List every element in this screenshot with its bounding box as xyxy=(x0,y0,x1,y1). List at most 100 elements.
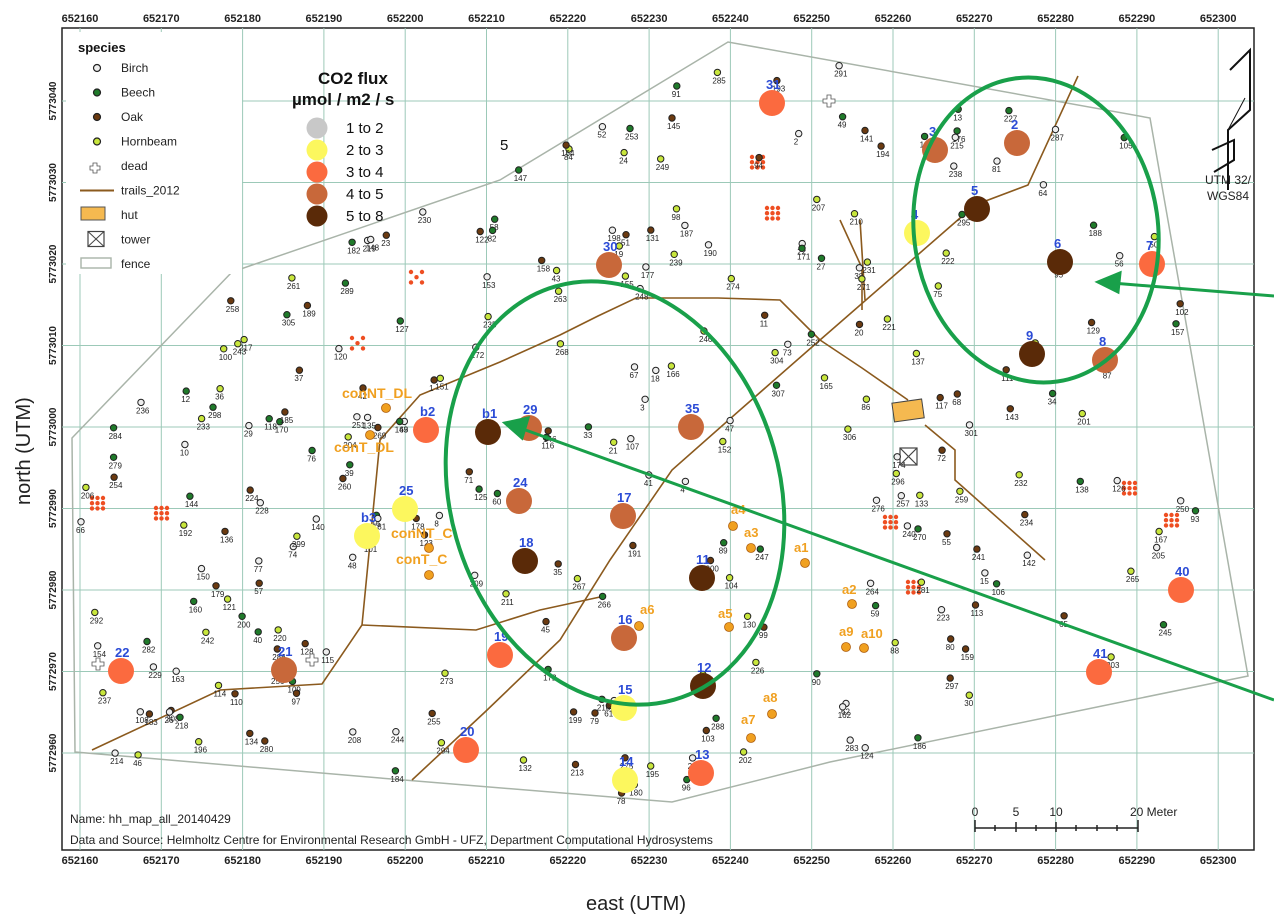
flux-plot-label: 35 xyxy=(685,401,699,416)
tree-label: 268 xyxy=(555,348,569,357)
tree-point xyxy=(99,689,107,697)
crs-label-line2: WGS84 xyxy=(1207,189,1249,203)
tree-point xyxy=(77,518,85,526)
tree-label: 170 xyxy=(275,426,289,435)
tree-label: 50 xyxy=(1149,241,1158,250)
x-tick-bottom: 652240 xyxy=(712,855,749,867)
species-legend-label: tower xyxy=(121,233,150,247)
tree-point xyxy=(726,416,734,425)
tree-label: 257 xyxy=(896,500,910,509)
tree-label: 294 xyxy=(436,747,450,756)
tree-point xyxy=(953,127,961,135)
tree-point xyxy=(630,363,639,371)
tree-label: 66 xyxy=(76,526,85,535)
tree-label: 242 xyxy=(201,636,215,645)
tree-point xyxy=(246,729,254,738)
tree-label: 57 xyxy=(254,587,263,596)
tree-point xyxy=(245,421,253,430)
tree-point xyxy=(392,728,400,736)
tree-label: 227 xyxy=(1004,115,1018,124)
stray-label: 5 xyxy=(500,137,508,154)
tree-point xyxy=(861,126,869,135)
tree-point xyxy=(476,227,484,236)
tree-label: 52 xyxy=(597,131,606,140)
species-legend-item-oak: Oak xyxy=(92,110,144,124)
flux-class-swatch xyxy=(306,139,328,161)
tree-label: 71 xyxy=(464,476,473,485)
tree-point xyxy=(727,274,735,283)
x-tick-top: 652200 xyxy=(387,13,424,25)
tree-label: 98 xyxy=(672,213,681,222)
x-tick-top: 652230 xyxy=(631,13,668,25)
flux-plot-label: 22 xyxy=(115,645,129,660)
tree-point xyxy=(755,153,763,162)
tree-point xyxy=(261,737,269,745)
tree-label: 126 xyxy=(1112,485,1126,494)
tree-label: 267 xyxy=(572,583,586,592)
tree-label: 121 xyxy=(223,603,237,612)
flux-class-swatch xyxy=(306,161,328,183)
tree-point xyxy=(620,148,628,157)
tree-label: 182 xyxy=(347,246,361,255)
tree-label: 300 xyxy=(706,565,720,574)
tree-point xyxy=(846,736,854,744)
tree-label: 46 xyxy=(133,759,142,768)
tree-label: 255 xyxy=(427,717,441,726)
tree-point xyxy=(110,473,118,481)
y-tick-left: 5772960 xyxy=(48,733,59,772)
tree-point xyxy=(491,215,499,223)
tree-point xyxy=(1005,106,1013,115)
species-legend-item-beech: Beech xyxy=(92,86,155,100)
x-tick-bottom: 652280 xyxy=(1037,855,1074,867)
tree-point xyxy=(719,437,727,446)
tree-label: 72 xyxy=(937,454,946,463)
tree-label: 3 xyxy=(640,403,645,412)
tree-point xyxy=(502,590,510,598)
species-legend: species Birch Beech Oak Hornbeam dead trails_… xyxy=(66,32,242,274)
tree-point xyxy=(538,256,546,265)
tree-point xyxy=(1051,125,1060,134)
tree-point xyxy=(771,348,779,357)
tree-label: 244 xyxy=(391,736,405,745)
flux-plot-marker xyxy=(271,657,297,683)
tree-point xyxy=(335,344,343,353)
tree-label: 301 xyxy=(965,429,979,438)
tree-label: 220 xyxy=(273,634,287,643)
tree-label: 29 xyxy=(244,430,253,439)
arrow-east xyxy=(1111,281,1274,298)
x-tick-labels-bottom: 652160 652170 652180 652190 652200 652210 6522… xyxy=(62,855,1237,867)
tree-label: 100 xyxy=(219,353,233,362)
x-axis-label: east (UTM) xyxy=(586,893,686,915)
sample-dot-clusters xyxy=(89,154,1180,595)
tree-label: 76 xyxy=(307,455,316,464)
tree-point xyxy=(353,413,361,421)
tree-point xyxy=(965,421,974,429)
y-tick-labels: 5773040 5773030 5773020 5773010 5773000 57729… xyxy=(48,81,59,772)
tree-point xyxy=(657,155,665,163)
tree-point xyxy=(1127,567,1135,575)
tree-label: 143 xyxy=(1005,413,1019,422)
tree-label: 158 xyxy=(537,264,551,273)
tree-point xyxy=(1107,653,1115,661)
tree-label: 42 xyxy=(358,392,367,401)
tree-label: 60 xyxy=(492,498,501,507)
tree-label: 132 xyxy=(519,764,533,773)
tree-point xyxy=(672,205,681,213)
x-tick-top: 652270 xyxy=(956,13,993,25)
tree-label: 235 xyxy=(483,321,497,330)
x-tick-bottom: 652190 xyxy=(306,855,343,867)
tree-point xyxy=(1076,477,1085,486)
tree-point xyxy=(725,574,734,582)
tree-label: 27 xyxy=(817,262,826,271)
tree-point xyxy=(622,231,630,239)
tree-point xyxy=(591,709,599,717)
y-axis-label: north (UTM) xyxy=(13,397,35,505)
tree-point xyxy=(349,728,357,736)
tree-point xyxy=(598,592,607,601)
flux-plot-label: 13 xyxy=(695,747,709,762)
measurement-label: a1 xyxy=(794,540,808,555)
tree-label: 160 xyxy=(189,605,203,614)
tree-label: 33 xyxy=(583,431,592,440)
tree-label: 148 xyxy=(366,244,380,253)
